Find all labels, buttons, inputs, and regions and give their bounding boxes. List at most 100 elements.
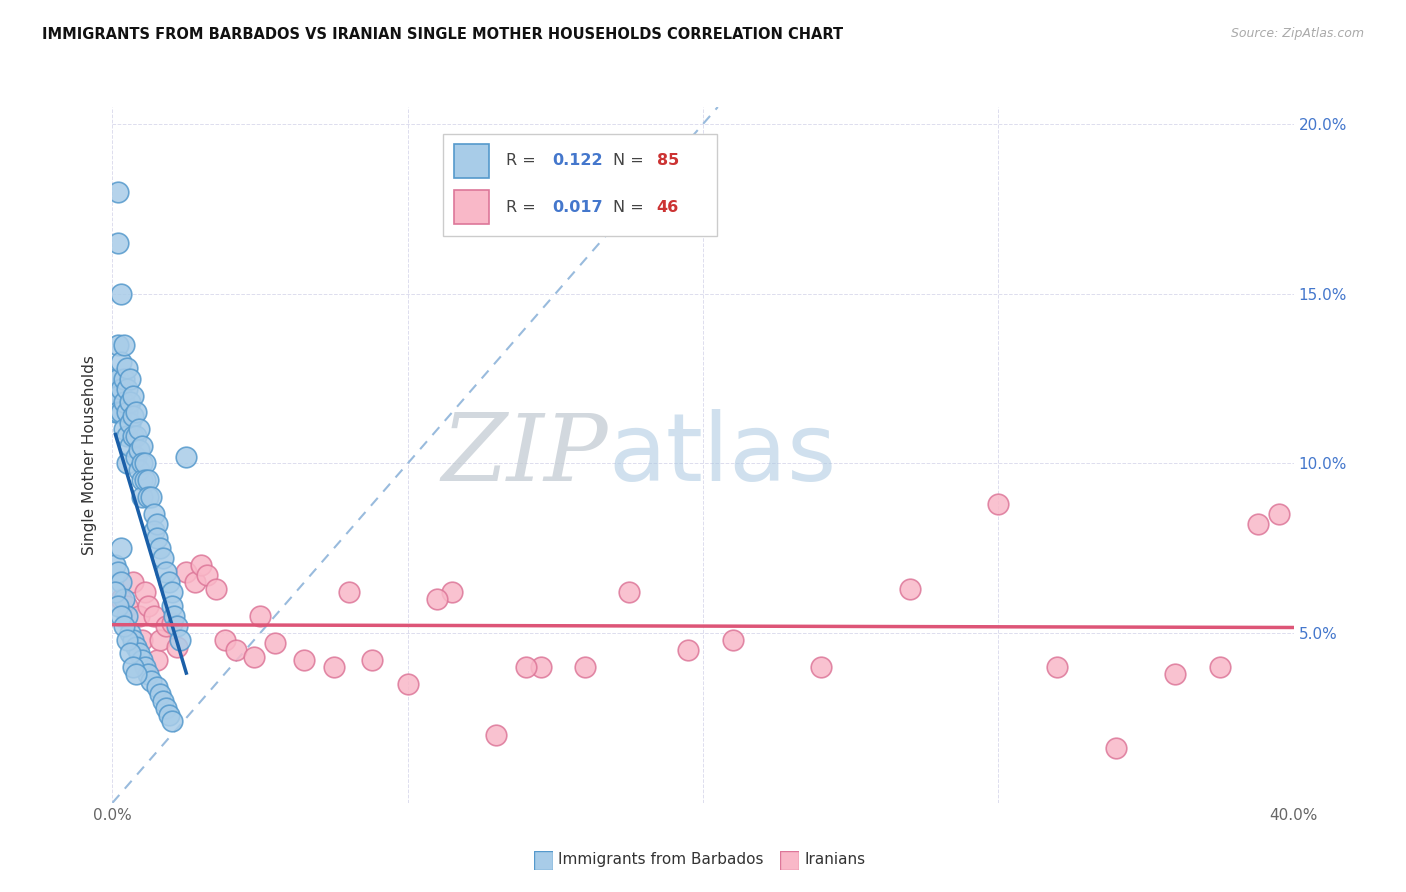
Point xyxy=(110,382,132,396)
Point xyxy=(112,371,135,385)
Point xyxy=(110,609,132,624)
Point xyxy=(125,666,148,681)
Point xyxy=(110,541,132,556)
Point xyxy=(160,585,183,599)
Point xyxy=(117,609,138,624)
Point xyxy=(396,677,419,691)
Point xyxy=(125,405,148,419)
Point xyxy=(131,632,153,647)
Point xyxy=(157,707,180,722)
Point xyxy=(134,585,156,599)
Point xyxy=(131,457,153,471)
Point xyxy=(117,632,138,647)
Y-axis label: Single Mother Households: Single Mother Households xyxy=(82,355,97,555)
Point xyxy=(721,632,744,647)
Point xyxy=(122,632,145,647)
Bar xyxy=(454,144,489,178)
Point xyxy=(136,666,159,681)
Point xyxy=(110,575,132,590)
Point xyxy=(134,457,156,471)
Point xyxy=(136,599,159,613)
Point xyxy=(122,575,145,590)
Point xyxy=(117,457,138,471)
Point xyxy=(166,619,188,633)
Point xyxy=(110,354,132,368)
Point xyxy=(142,524,165,539)
Point xyxy=(529,660,551,674)
Point xyxy=(1247,517,1270,532)
Point xyxy=(515,660,537,674)
Point xyxy=(195,568,218,582)
Point xyxy=(117,361,138,376)
Point xyxy=(155,565,177,579)
Text: R =: R = xyxy=(506,153,541,168)
Point xyxy=(107,235,129,250)
Point xyxy=(163,609,186,624)
Text: 0.017: 0.017 xyxy=(553,200,603,215)
Point xyxy=(152,551,174,566)
Point xyxy=(122,429,145,443)
Text: 0.122: 0.122 xyxy=(553,153,603,168)
Point xyxy=(117,382,138,396)
Point xyxy=(426,592,449,607)
Point xyxy=(125,450,148,464)
Point xyxy=(117,599,138,613)
Text: ZIP: ZIP xyxy=(441,410,609,500)
Point xyxy=(174,450,197,464)
Point xyxy=(146,653,169,667)
Point xyxy=(174,565,197,579)
Point xyxy=(112,395,135,409)
Point xyxy=(112,619,135,633)
Point xyxy=(146,517,169,532)
Point xyxy=(125,429,148,443)
Point xyxy=(1105,741,1128,756)
Text: N =: N = xyxy=(613,200,648,215)
Point xyxy=(149,541,172,556)
Text: IMMIGRANTS FROM BARBADOS VS IRANIAN SINGLE MOTHER HOUSEHOLDS CORRELATION CHART: IMMIGRANTS FROM BARBADOS VS IRANIAN SING… xyxy=(42,27,844,42)
Point xyxy=(323,660,346,674)
Point xyxy=(160,599,183,613)
Point xyxy=(1208,660,1232,674)
Point xyxy=(155,619,177,633)
Text: Source: ZipAtlas.com: Source: ZipAtlas.com xyxy=(1230,27,1364,40)
Point xyxy=(112,422,135,436)
Point xyxy=(337,585,360,599)
Point xyxy=(146,531,169,545)
Point xyxy=(122,409,145,423)
Point xyxy=(128,609,150,624)
Point xyxy=(110,405,132,419)
Point xyxy=(134,474,156,488)
Point xyxy=(107,405,129,419)
Point xyxy=(139,491,162,505)
Bar xyxy=(454,190,489,224)
Text: N =: N = xyxy=(613,153,648,168)
Point xyxy=(160,615,183,630)
Point xyxy=(160,714,183,729)
Point xyxy=(104,585,127,599)
Text: 85: 85 xyxy=(657,153,679,168)
Point xyxy=(243,649,266,664)
Text: Iranians: Iranians xyxy=(804,853,865,867)
Point xyxy=(131,491,153,505)
Point xyxy=(678,643,700,657)
Point xyxy=(166,640,188,654)
Point xyxy=(107,337,129,351)
Point xyxy=(249,609,271,624)
Point xyxy=(485,728,508,742)
Point xyxy=(110,592,132,607)
Point xyxy=(810,660,832,674)
Point xyxy=(136,474,159,488)
Point xyxy=(120,626,142,640)
Point xyxy=(128,442,150,457)
Point xyxy=(131,653,153,667)
Point xyxy=(898,582,921,596)
Point xyxy=(107,388,129,402)
Point xyxy=(214,632,236,647)
Point xyxy=(131,439,153,453)
Point xyxy=(169,632,191,647)
Point xyxy=(128,463,150,477)
Point xyxy=(104,371,127,385)
Point xyxy=(1046,660,1069,674)
Point xyxy=(157,575,180,590)
Point xyxy=(155,700,177,714)
